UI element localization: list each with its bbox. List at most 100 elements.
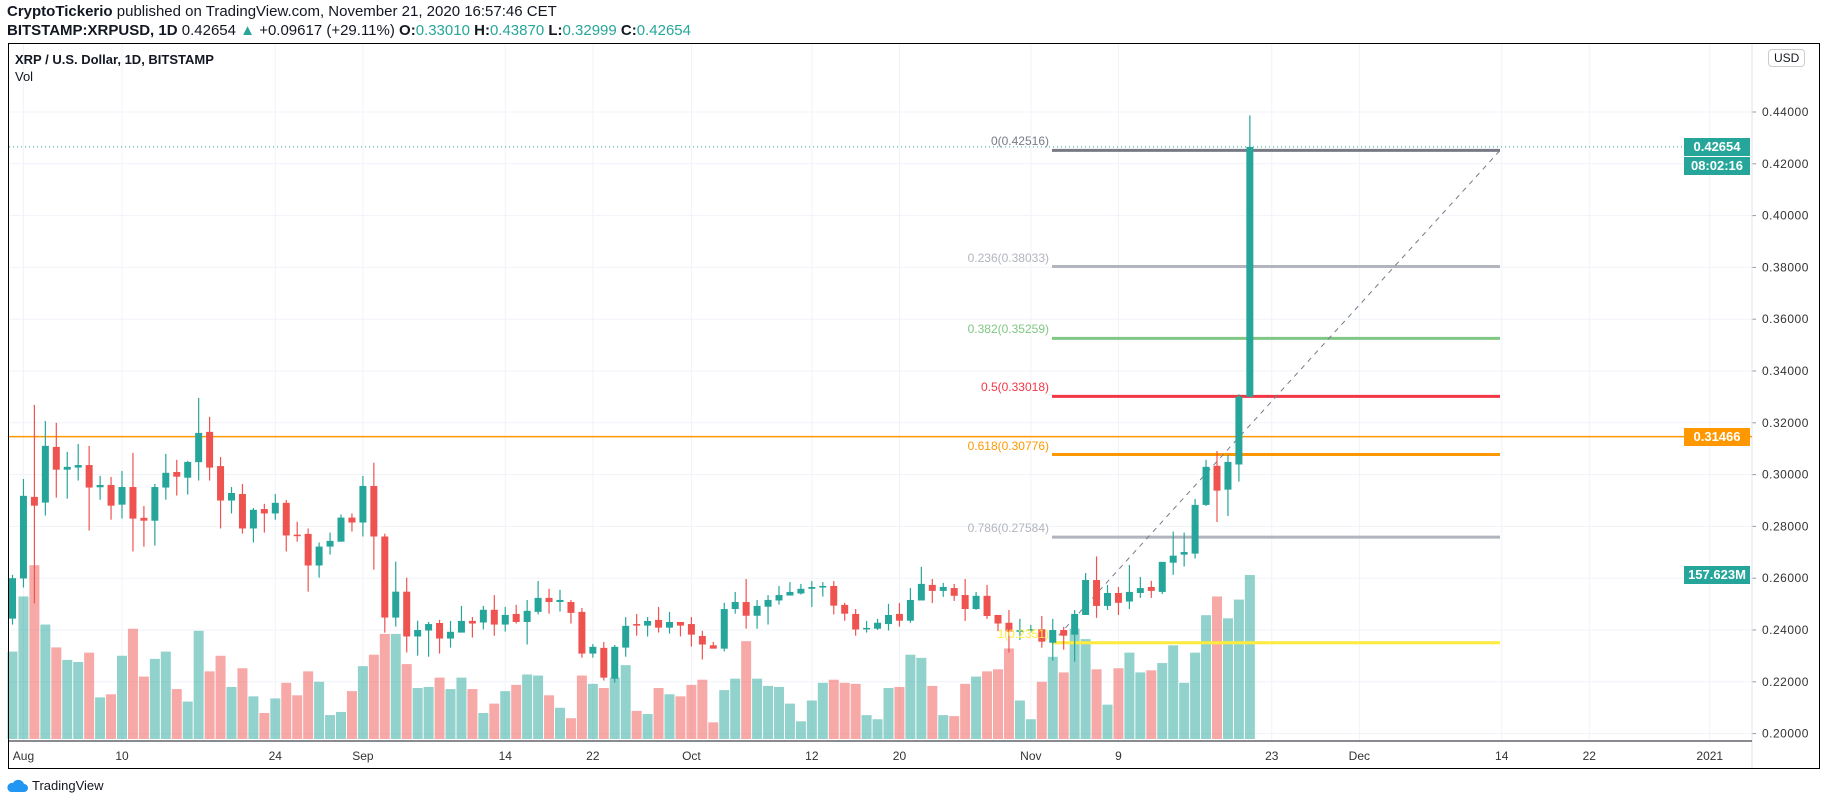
volume-legend[interactable]: Vol (15, 69, 34, 84)
price-tick-label: 0.34000 (1762, 364, 1809, 378)
candle-body (195, 432, 203, 463)
volume-bar (544, 695, 555, 739)
candle-body (74, 465, 82, 468)
fib-level-label: 0.236(0.38033) (967, 250, 1049, 265)
volume-bar (357, 666, 368, 739)
currency-button[interactable]: USD (1768, 49, 1806, 67)
candle-body (107, 484, 115, 506)
candle-body (841, 604, 849, 614)
close-label: C: (620, 22, 637, 39)
time-tick-label: 14 (1495, 749, 1509, 763)
candle-body (589, 646, 597, 654)
price-tick-label: 0.40000 (1762, 209, 1809, 223)
volume-bar (390, 633, 401, 739)
candle-body (403, 591, 411, 637)
chart-legend-title[interactable]: XRP / U.S. Dollar, 1D, BITSTAMP (15, 52, 214, 67)
last-price: 0.42654 (181, 22, 236, 39)
volume-bar (500, 691, 511, 739)
candle-body (392, 591, 400, 618)
volume-bar (237, 668, 248, 739)
volume-bar (960, 683, 971, 739)
price-tick-label: 0.32000 (1762, 416, 1809, 430)
volume-bar (62, 659, 73, 739)
candle-body (326, 540, 334, 547)
countdown-badge: 08:02:16 (1684, 157, 1750, 175)
candle-body (414, 630, 422, 637)
candle-body (85, 465, 93, 488)
time-tick-label: 22 (586, 749, 600, 763)
price-tick-label: 0.42000 (1762, 157, 1809, 171)
candle-body (282, 502, 290, 536)
candle-body (644, 620, 652, 626)
volume-bar (806, 700, 817, 739)
candle-body (709, 645, 717, 649)
candle-body (184, 461, 192, 478)
volume-bar (916, 657, 927, 739)
low-value: 0.32999 (562, 22, 617, 39)
volume-bar (971, 676, 982, 739)
candle-body (96, 484, 104, 488)
author-name[interactable]: CryptoTickerio (7, 3, 113, 20)
candle-body (129, 487, 137, 519)
volume-bar (555, 707, 565, 739)
volume-bar (763, 685, 774, 739)
fib-level-label: 0.618(0.30776) (967, 438, 1049, 453)
candle-body (1125, 591, 1133, 602)
candle-body (830, 585, 838, 606)
volume-bar (817, 682, 828, 739)
candle-body (512, 613, 520, 622)
candle-body (1049, 630, 1057, 643)
cloud-icon (7, 779, 28, 792)
volume-bar (872, 719, 883, 739)
up-triangle-icon: ▲ (240, 22, 256, 39)
candle-body (9, 578, 16, 619)
volume-bar (29, 565, 40, 739)
candle-body (238, 494, 246, 529)
tradingview-logo[interactable]: TradingView (6, 778, 104, 793)
volume-bar (259, 712, 270, 739)
volume-bar (905, 654, 916, 739)
candle-body (775, 595, 783, 601)
time-tick-label: 12 (805, 749, 819, 763)
volume-bar (73, 662, 84, 739)
volume-bar (927, 685, 938, 739)
volume-bar (412, 688, 423, 739)
volume-bar (1222, 618, 1233, 739)
price-change: +0.09617 (+29.11%) (259, 22, 395, 39)
volume-bar (1069, 628, 1080, 739)
volume-bar (1113, 668, 1124, 739)
volume-bar (467, 689, 478, 739)
volume-bar (314, 681, 325, 739)
chart-frame (8, 43, 1820, 769)
volume-bar (18, 596, 29, 739)
volume-bar (456, 677, 467, 739)
volume-bar (576, 675, 587, 739)
time-tick-label: 20 (893, 749, 907, 763)
fib-level-label: 1(0.2351) (997, 626, 1049, 641)
volume-bar (95, 697, 106, 739)
candle-body (315, 546, 323, 566)
candle-body (874, 622, 882, 629)
candle-body (63, 466, 71, 470)
candle-body (1016, 630, 1024, 632)
open-value: 0.33010 (415, 22, 470, 39)
fib-level-label: 0.382(0.35259) (967, 322, 1049, 337)
volume-bar (784, 703, 795, 739)
candle-body (863, 627, 871, 630)
volume-bar (1168, 645, 1179, 739)
logo-text: TradingView (32, 778, 104, 793)
candle-body (600, 647, 608, 678)
volume-bar (982, 671, 993, 739)
candle-body (1180, 552, 1188, 555)
candle-body (249, 509, 257, 529)
volume-bar (587, 683, 598, 739)
volume-bar (631, 710, 642, 739)
candle-body (41, 445, 49, 503)
candle-body (1005, 622, 1013, 632)
volume-bar (609, 677, 620, 739)
volume-bar (51, 647, 62, 739)
candle-body (534, 597, 542, 612)
publish-info: CryptoTickerio published on TradingView.… (7, 3, 557, 20)
volume-bar (182, 701, 193, 739)
